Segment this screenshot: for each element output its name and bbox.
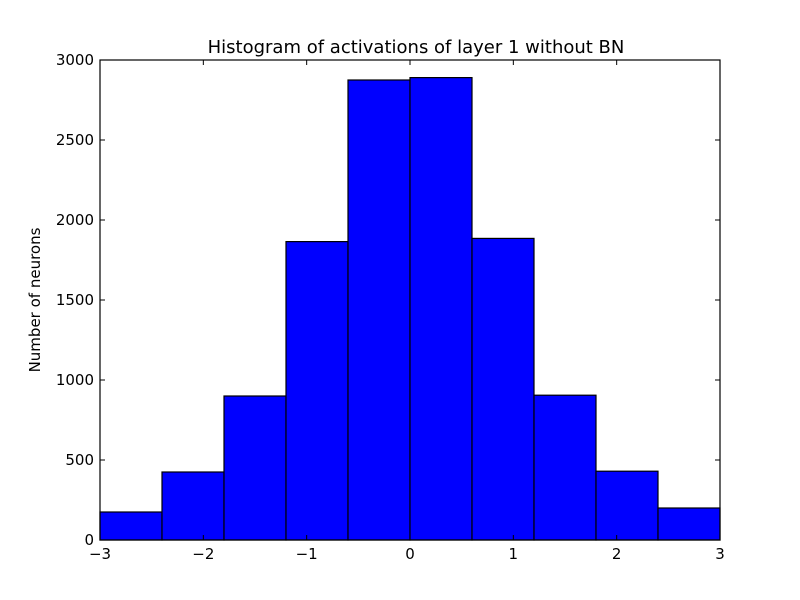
histogram-bar bbox=[657, 507, 721, 541]
y-tick-label: 3000 bbox=[56, 51, 94, 69]
histogram-bar bbox=[223, 395, 287, 541]
histogram-bar bbox=[409, 76, 473, 541]
histogram-bar bbox=[533, 394, 597, 541]
x-tick-label: 1 bbox=[509, 545, 519, 563]
histogram-bar bbox=[595, 470, 659, 541]
x-tick-label: 2 bbox=[612, 545, 622, 563]
histogram-bar bbox=[161, 471, 225, 541]
chart-title: Histogram of activations of layer 1 with… bbox=[208, 37, 625, 58]
y-tick-label: 2000 bbox=[56, 211, 94, 229]
x-tick-label: −2 bbox=[192, 545, 214, 563]
y-tick-label: 500 bbox=[65, 451, 94, 469]
histogram-bar bbox=[347, 79, 411, 541]
y-tick-label: 0 bbox=[84, 531, 94, 549]
y-tick-label: 1000 bbox=[56, 371, 94, 389]
ticks-group: −3 −2 −1 0 1 2 3 0 500 1000 1500 2000 2500 3000 bbox=[56, 51, 725, 563]
histogram-bar bbox=[471, 237, 535, 541]
histogram-bar bbox=[285, 241, 349, 541]
y-tick-label: 2500 bbox=[56, 131, 94, 149]
plot-frame bbox=[99, 59, 721, 541]
x-tick-label: 0 bbox=[405, 545, 415, 563]
x-tick-label: −1 bbox=[296, 545, 318, 563]
y-tick-label: 1500 bbox=[56, 291, 94, 309]
histogram-bar bbox=[99, 511, 163, 541]
x-tick-label: −3 bbox=[89, 545, 111, 563]
x-tick-label: 3 bbox=[715, 545, 725, 563]
bars-group bbox=[99, 76, 721, 541]
y-axis-label: Number of neurons bbox=[26, 227, 44, 372]
